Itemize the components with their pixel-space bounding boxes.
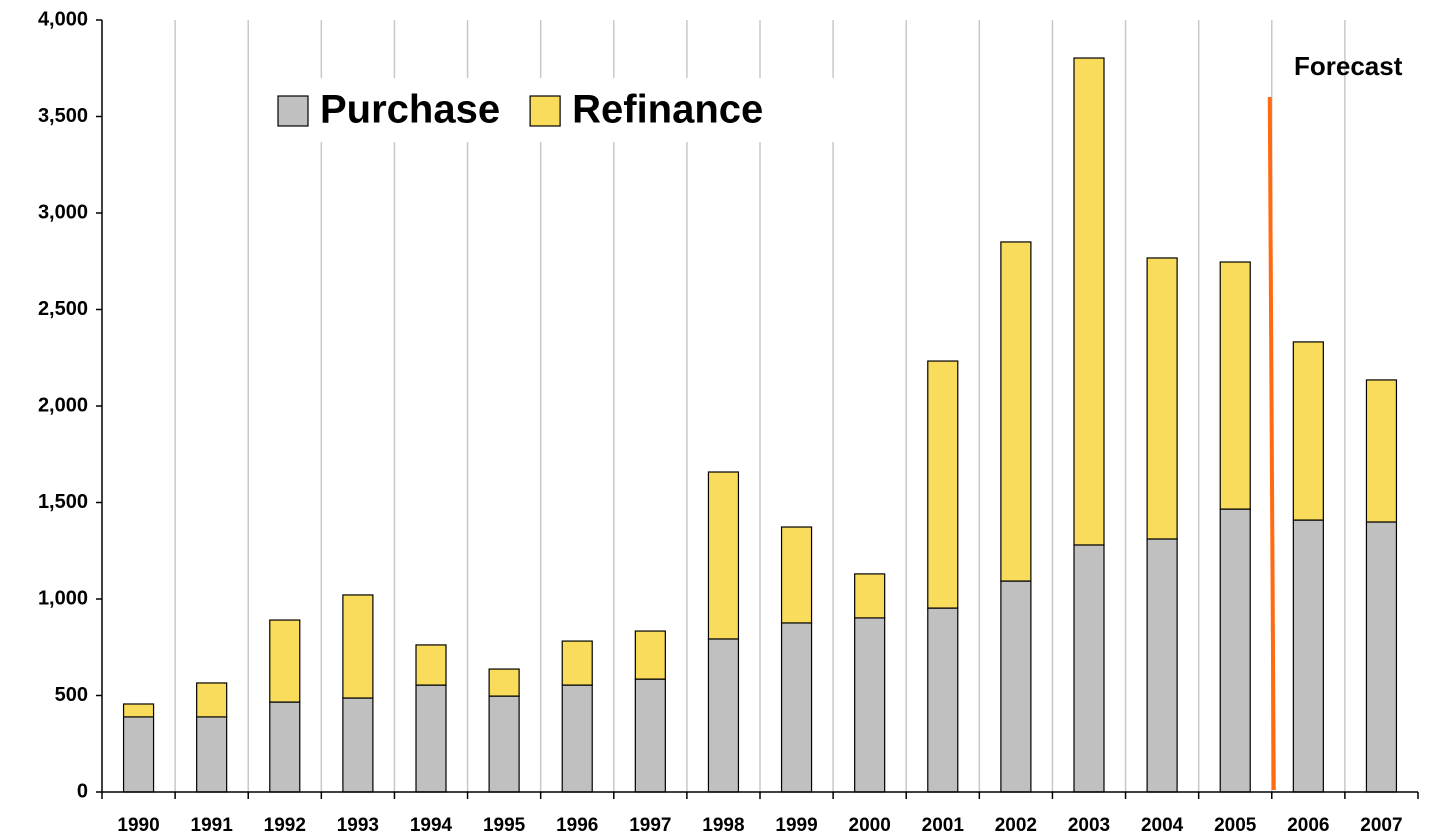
bar-segment <box>707 471 740 640</box>
bar-segment <box>415 644 447 686</box>
x-tick-label: 1999 <box>775 815 817 836</box>
axes: 0 500 1,000 1,500 2,000 2,500 3,000 3,500 4,000 1… <box>38 8 1419 836</box>
y-tick-label: 3,500 <box>38 105 88 127</box>
bars <box>122 57 1398 793</box>
legend-swatch <box>529 95 561 127</box>
bar-segment <box>488 668 520 697</box>
legend-swatch <box>277 95 309 127</box>
bar-segment <box>927 360 959 609</box>
bar-segment <box>122 716 155 793</box>
x-tick-label: 2005 <box>1214 815 1257 836</box>
grid <box>174 20 1346 792</box>
annotation: Forecast <box>1267 51 1403 791</box>
y-tick-label: 4,000 <box>38 8 88 30</box>
bar-segment <box>561 640 593 686</box>
x-tick-label: 2007 <box>1360 815 1402 836</box>
bar-segment <box>342 594 374 699</box>
x-tick-label: 1991 <box>191 815 234 836</box>
bar-segment <box>196 682 228 718</box>
legend: Purchase Refinance <box>270 78 835 142</box>
y-tick-label: 1,000 <box>38 587 88 609</box>
y-tick-label: 3,000 <box>38 201 88 223</box>
forecast-line <box>1267 96 1276 791</box>
bar-segment <box>1073 57 1105 546</box>
y-tick-label: 2,000 <box>38 394 88 416</box>
bar-segment <box>1292 341 1324 521</box>
y-tick-label: 500 <box>55 684 88 706</box>
x-tick-label: 1995 <box>483 815 526 836</box>
bar-segment <box>707 638 740 793</box>
bar-segment <box>634 630 666 680</box>
x-tick-label: 1996 <box>556 815 598 836</box>
bar-segment <box>1219 508 1251 793</box>
x-tick-label: 2006 <box>1287 815 1329 836</box>
x-tick-label: 2004 <box>1141 815 1184 836</box>
x-tick-label: 2003 <box>1068 815 1110 836</box>
bar-segment <box>1000 241 1032 582</box>
bar-segment <box>1365 521 1398 793</box>
bar-segment <box>1365 379 1398 523</box>
bar-segment <box>780 622 813 793</box>
bar-segment <box>269 701 301 793</box>
x-tick-label: 2000 <box>849 815 891 836</box>
bar-segment <box>854 573 886 619</box>
x-tick-label: 1998 <box>702 815 744 836</box>
bar-segment <box>122 703 155 718</box>
x-tick-label: 1997 <box>629 815 671 836</box>
bar-segment <box>634 678 666 793</box>
bar-segment <box>1292 519 1324 793</box>
x-tick-label: 1993 <box>337 815 379 836</box>
bar-segment <box>1146 257 1178 540</box>
bar-segment <box>415 684 447 793</box>
y-tick-label: 0 <box>77 780 88 802</box>
bar-segment <box>1000 580 1032 793</box>
bar-segment <box>269 619 301 703</box>
x-tick-label: 2002 <box>995 815 1037 836</box>
bar-segment <box>1146 538 1178 793</box>
bar-segment <box>1219 261 1251 510</box>
x-tick-label: 1994 <box>410 815 453 836</box>
y-tick-label: 1,500 <box>38 491 88 513</box>
bar-segment <box>1073 544 1105 793</box>
annotation-text: Forecast <box>1294 51 1403 81</box>
x-tick-label: 1990 <box>117 815 159 836</box>
legend-label: Purchase <box>320 88 500 132</box>
bar-segment <box>342 697 374 793</box>
x-tick-label: 2001 <box>922 815 965 836</box>
y-tick-label: 2,500 <box>38 298 88 320</box>
bar-segment <box>488 695 520 793</box>
bar-segment <box>561 684 593 793</box>
bar-segment <box>196 716 228 793</box>
bar-segment <box>927 607 959 793</box>
bar-segment <box>780 526 813 624</box>
x-tick-label: 1992 <box>264 815 306 836</box>
legend-label: Refinance <box>572 88 763 132</box>
bar-segment <box>854 617 886 793</box>
